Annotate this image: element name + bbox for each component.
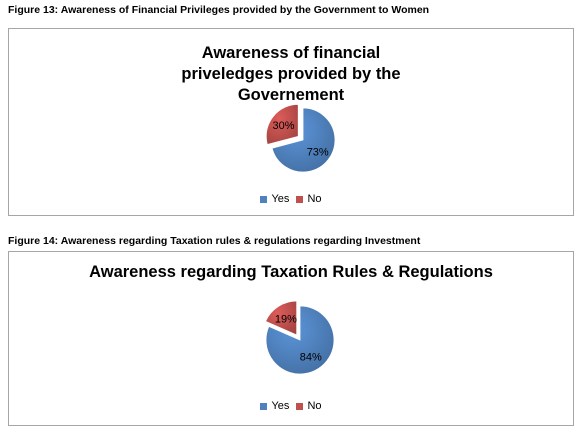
legend-swatch-yes (260, 402, 268, 410)
chart-legend: Yes No (9, 193, 573, 206)
chart-title: Awareness regarding Taxation Rules & Reg… (89, 263, 493, 281)
legend-label-yes: Yes (271, 193, 290, 205)
legend-item-yes: Yes (260, 193, 289, 205)
legend-swatch-no (296, 402, 304, 410)
chart-taxation-awareness: Awareness regarding Taxation Rules & Reg… (8, 251, 574, 426)
legend-item-no: No (296, 193, 322, 205)
figure-14-caption: Figure 14: Awareness regarding Taxation … (8, 235, 421, 247)
chart-legend: Yes No (9, 400, 573, 413)
legend-swatch-yes (260, 195, 268, 203)
chart-title: Awareness of financial priveledges provi… (181, 44, 401, 104)
legend-label-yes: Yes (271, 400, 290, 412)
pie-slice-yes (265, 305, 335, 375)
pie-slice-no (265, 300, 298, 336)
legend-item-yes: Yes (260, 400, 289, 412)
pie-slice-no (265, 103, 299, 146)
legend-label-no: No (307, 193, 322, 205)
pie-chart-taxation-awareness: 84% 19% (265, 300, 335, 375)
figure-13-caption: Figure 13: Awareness of Financial Privil… (8, 4, 430, 16)
legend-swatch-no (296, 195, 304, 203)
pie-chart-financial-privileges: 73% 30% (265, 103, 336, 173)
data-label-yes: 73% (307, 146, 329, 158)
legend-label-no: No (307, 400, 322, 412)
legend-item-no: No (296, 400, 322, 412)
data-label-no: 30% (273, 120, 295, 132)
pie-slice-yes (271, 107, 336, 173)
data-label-yes: 84% (300, 352, 322, 364)
chart-financial-privileges: Awareness of financial priveledges provi… (8, 28, 574, 216)
data-label-no: 19% (275, 313, 297, 325)
